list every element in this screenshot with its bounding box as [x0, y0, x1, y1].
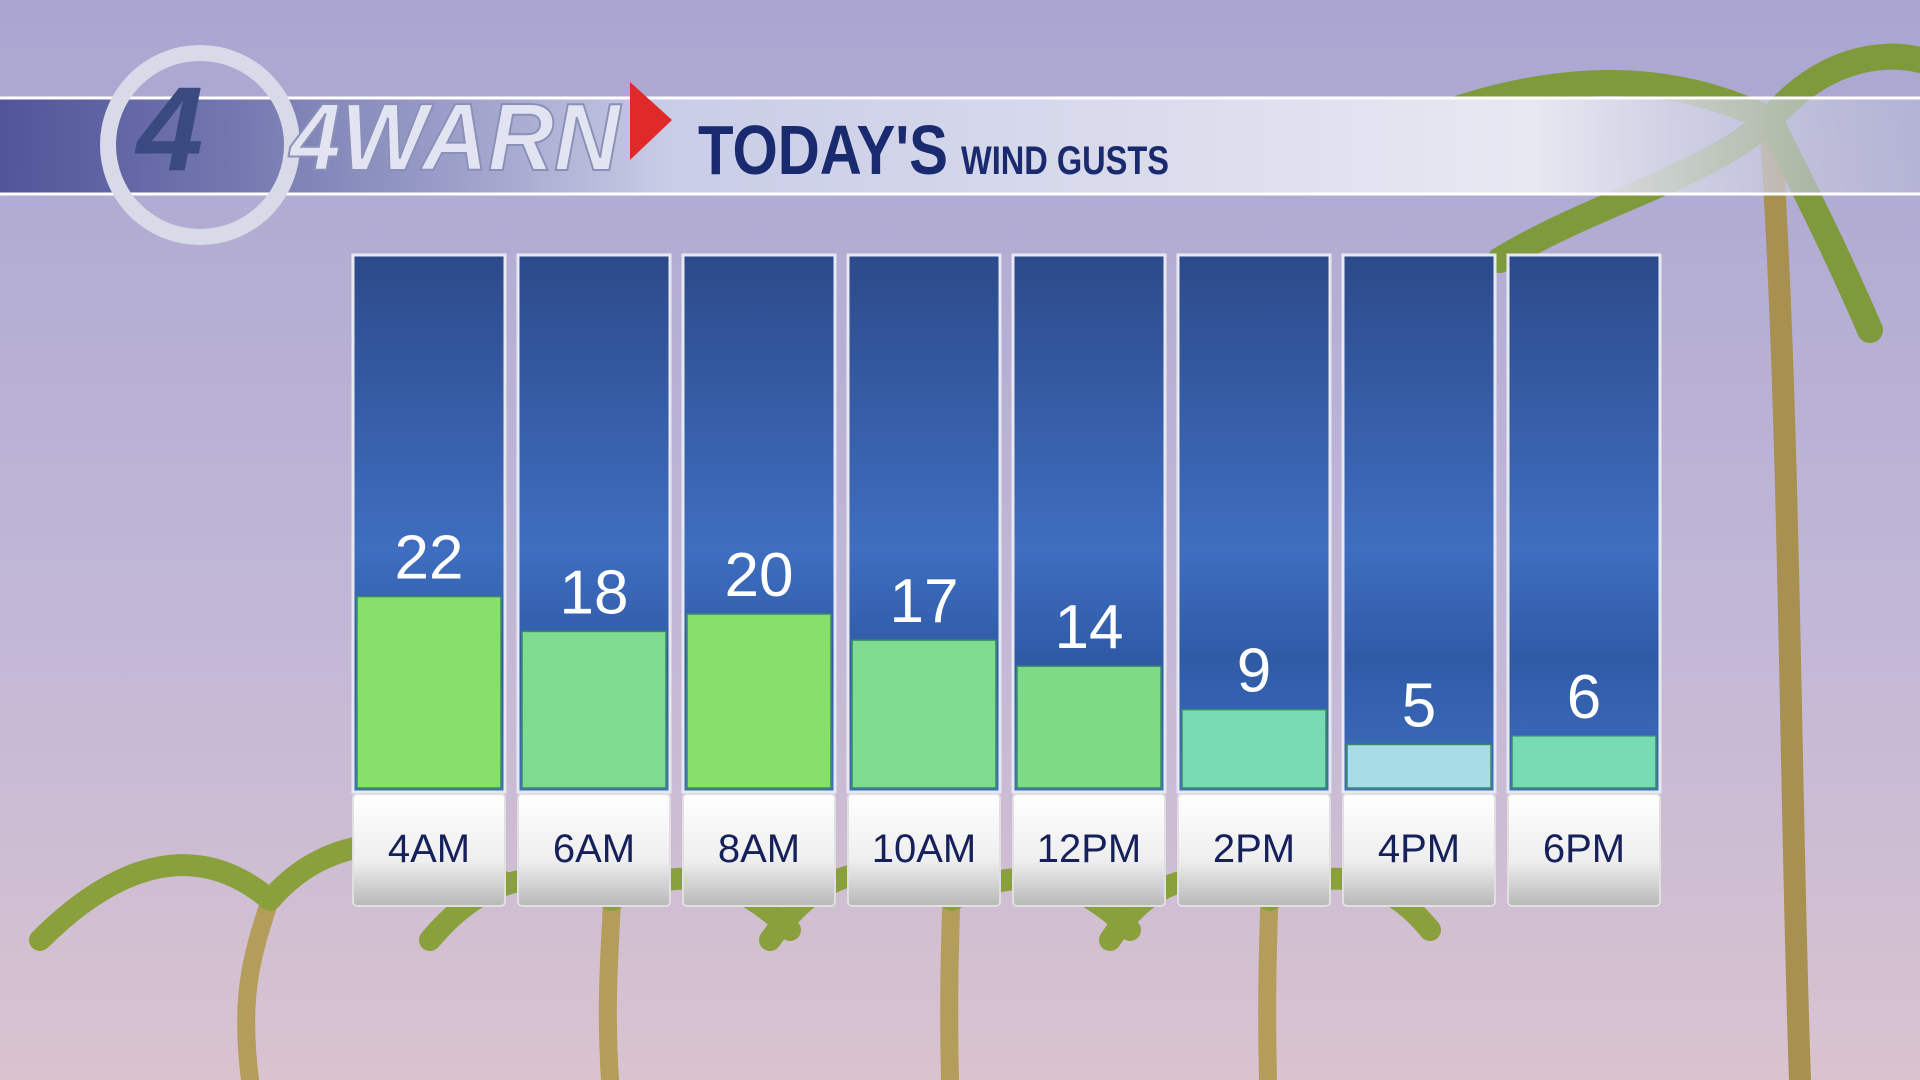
bar [1181, 708, 1327, 789]
logo-4: 4 [135, 62, 204, 196]
category-box [1012, 793, 1166, 907]
value-label: 22 [395, 524, 464, 593]
chart-subtitle: WIND GUSTS [961, 139, 1169, 183]
column [1506, 253, 1662, 794]
chart-title: TODAY'S [698, 111, 948, 189]
value-label: 18 [560, 558, 629, 627]
category-box [352, 793, 506, 907]
bar [1511, 735, 1657, 789]
x-tick-label: 4PM [1378, 827, 1460, 871]
category-box [682, 793, 836, 907]
logo: 4WARN [288, 84, 621, 191]
bar [1016, 665, 1162, 789]
x-tick-label: 6PM [1543, 827, 1625, 871]
logo-arrow [630, 82, 672, 160]
x-tick-label: 6AM [553, 827, 635, 871]
header-band [0, 98, 1920, 194]
category-box [1342, 793, 1496, 907]
value-label: 6 [1567, 663, 1601, 732]
value-label: 9 [1237, 637, 1271, 706]
value-label: 14 [1055, 593, 1124, 662]
column [1341, 253, 1497, 794]
logo-ring [100, 45, 300, 245]
value-label: 5 [1402, 672, 1436, 741]
x-tick-label: 8AM [718, 827, 800, 871]
x-tick-label: 10AM [872, 827, 977, 871]
bar [686, 613, 832, 789]
value-label: 17 [890, 567, 959, 636]
column [1176, 253, 1332, 794]
bar [356, 595, 502, 789]
category-box [1177, 793, 1331, 907]
value-label: 20 [725, 541, 794, 610]
bar [1346, 743, 1492, 789]
category-box [517, 793, 671, 907]
bar [521, 630, 667, 789]
category-box [1507, 793, 1661, 907]
bar [851, 639, 997, 789]
x-tick-label: 4AM [388, 827, 470, 871]
x-tick-label: 2PM [1213, 827, 1295, 871]
x-tick-label: 12PM [1037, 827, 1142, 871]
category-box [847, 793, 1001, 907]
